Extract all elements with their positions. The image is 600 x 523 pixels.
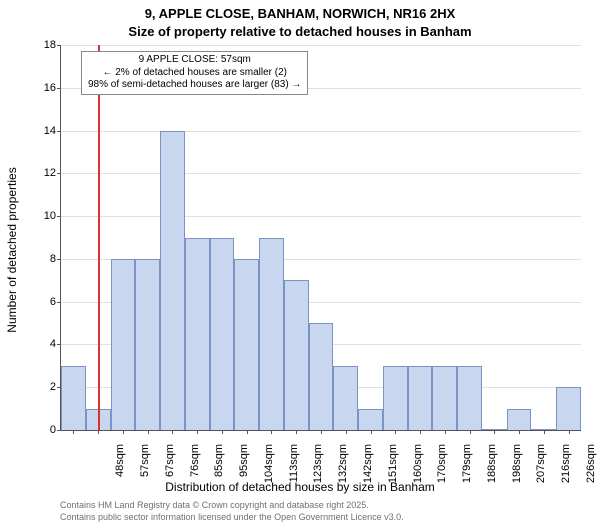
bar xyxy=(383,366,408,430)
x-tick-mark xyxy=(519,430,520,434)
bar xyxy=(309,323,334,430)
y-tick-label: 12 xyxy=(26,167,56,179)
annotation-line: 98% of semi-detached houses are larger (… xyxy=(88,79,301,92)
chart-container: 9, APPLE CLOSE, BANHAM, NORWICH, NR16 2H… xyxy=(0,0,600,500)
x-tick-mark xyxy=(544,430,545,434)
y-tick-mark xyxy=(57,216,61,217)
y-tick-mark xyxy=(57,430,61,431)
x-tick-mark xyxy=(247,430,248,434)
x-tick-mark xyxy=(148,430,149,434)
x-tick-mark xyxy=(296,430,297,434)
bar xyxy=(284,280,309,430)
gridline xyxy=(61,45,581,46)
x-tick-mark xyxy=(98,430,99,434)
chart-plot-area: 9 APPLE CLOSE: 57sqm← 2% of detached hou… xyxy=(60,45,581,431)
y-tick-mark xyxy=(57,259,61,260)
title-line-2: Size of property relative to detached ho… xyxy=(0,24,600,39)
bar xyxy=(234,259,259,430)
bar xyxy=(111,259,136,430)
annotation-line: ← 2% of detached houses are smaller (2) xyxy=(88,67,301,80)
x-tick-mark xyxy=(371,430,372,434)
y-tick-label: 8 xyxy=(26,253,56,265)
bar xyxy=(259,238,284,431)
y-tick-label: 14 xyxy=(26,125,56,137)
bar xyxy=(358,409,383,430)
x-tick-mark xyxy=(197,430,198,434)
bar xyxy=(556,387,581,430)
bar xyxy=(185,238,210,431)
x-tick-mark xyxy=(222,430,223,434)
x-axis-label: Distribution of detached houses by size … xyxy=(0,480,600,494)
y-tick-label: 4 xyxy=(26,338,56,350)
x-tick-mark xyxy=(346,430,347,434)
y-tick-label: 16 xyxy=(26,82,56,94)
x-tick-mark xyxy=(172,430,173,434)
x-tick-mark xyxy=(123,430,124,434)
marker-line xyxy=(98,45,100,430)
y-tick-mark xyxy=(57,131,61,132)
bar xyxy=(160,131,185,430)
y-tick-label: 6 xyxy=(26,296,56,308)
x-tick-mark xyxy=(470,430,471,434)
y-tick-mark xyxy=(57,344,61,345)
x-tick-mark xyxy=(569,430,570,434)
x-tick-mark xyxy=(321,430,322,434)
y-tick-mark xyxy=(57,88,61,89)
bar xyxy=(61,366,86,430)
y-tick-label: 18 xyxy=(26,39,56,51)
y-axis-label: Number of detached properties xyxy=(5,167,19,332)
bar xyxy=(432,366,457,430)
footer-line: Contains HM Land Registry data © Crown c… xyxy=(60,500,404,512)
x-tick-mark xyxy=(73,430,74,434)
gridline xyxy=(61,216,581,217)
bar xyxy=(408,366,433,430)
x-tick-mark xyxy=(420,430,421,434)
gridline xyxy=(61,173,581,174)
y-tick-mark xyxy=(57,173,61,174)
annotation-box: 9 APPLE CLOSE: 57sqm← 2% of detached hou… xyxy=(81,51,308,95)
bar xyxy=(507,409,532,430)
y-tick-mark xyxy=(57,302,61,303)
x-tick-mark xyxy=(271,430,272,434)
x-tick-mark xyxy=(494,430,495,434)
footer-line: Contains public sector information licen… xyxy=(60,512,404,523)
footer-attribution: Contains HM Land Registry data © Crown c… xyxy=(60,500,404,523)
bar xyxy=(135,259,160,430)
bar xyxy=(457,366,482,430)
bar xyxy=(210,238,235,431)
y-tick-label: 0 xyxy=(26,424,56,436)
y-tick-mark xyxy=(57,45,61,46)
y-tick-label: 10 xyxy=(26,210,56,222)
y-tick-label: 2 xyxy=(26,381,56,393)
gridline xyxy=(61,131,581,132)
x-tick-mark xyxy=(395,430,396,434)
x-tick-mark xyxy=(445,430,446,434)
title-line-1: 9, APPLE CLOSE, BANHAM, NORWICH, NR16 2H… xyxy=(0,6,600,21)
bar xyxy=(333,366,358,430)
annotation-line: 9 APPLE CLOSE: 57sqm xyxy=(88,54,301,67)
